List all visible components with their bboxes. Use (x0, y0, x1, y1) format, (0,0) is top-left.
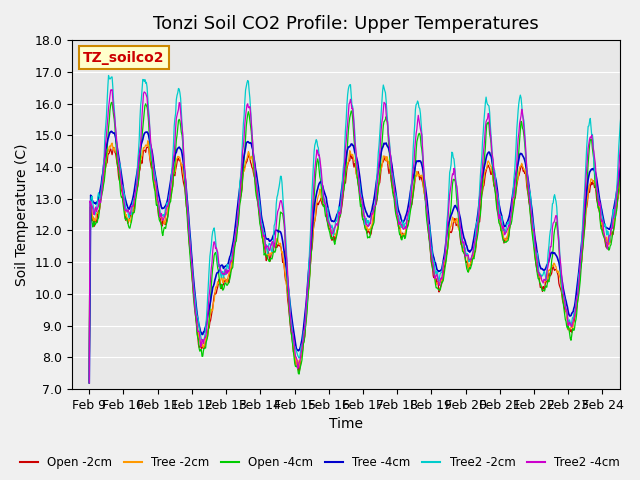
Tree -2cm (633, 223, 640, 229)
Tree2 -4cm (633, 216, 640, 222)
Tree -4cm (150, 165, 158, 171)
Line: Open -4cm: Open -4cm (89, 102, 637, 383)
Tree -2cm (85, 380, 93, 385)
Tree -2cm (451, 220, 458, 226)
Tree2 -2cm (105, 72, 113, 78)
Tree2 -4cm (278, 201, 286, 206)
Tree -2cm (150, 180, 158, 186)
Tree -4cm (420, 175, 428, 180)
Open -2cm (633, 230, 640, 236)
Tree2 -2cm (85, 380, 93, 385)
Tree2 -2cm (299, 339, 307, 345)
Legend: Open -2cm, Tree -2cm, Open -4cm, Tree -4cm, Tree2 -2cm, Tree2 -4cm: Open -2cm, Tree -2cm, Open -4cm, Tree -4… (15, 452, 625, 474)
Tree -4cm (278, 234, 286, 240)
Open -4cm (278, 210, 286, 216)
Tree2 -2cm (278, 180, 286, 185)
Tree2 -2cm (420, 169, 428, 175)
Open -4cm (150, 185, 158, 191)
Tree -4cm (451, 203, 458, 209)
Open -4cm (299, 350, 307, 356)
Open -2cm (85, 380, 93, 385)
Open -4cm (108, 99, 116, 105)
Y-axis label: Soil Temperature (C): Soil Temperature (C) (15, 144, 29, 286)
Line: Tree2 -4cm: Tree2 -4cm (89, 90, 637, 383)
Tree2 -2cm (251, 168, 259, 173)
Tree2 -2cm (633, 216, 640, 222)
Tree -4cm (299, 332, 307, 338)
Tree -2cm (144, 138, 152, 144)
Tree2 -4cm (451, 167, 458, 173)
Line: Tree2 -2cm: Tree2 -2cm (89, 75, 637, 383)
Tree -4cm (85, 380, 93, 385)
Open -4cm (85, 380, 93, 385)
Tree -4cm (251, 161, 259, 167)
Tree2 -4cm (251, 164, 259, 170)
Tree2 -4cm (150, 176, 158, 182)
Open -2cm (145, 144, 152, 150)
Tree2 -4cm (108, 87, 116, 93)
Tree -2cm (299, 345, 307, 350)
Line: Tree -4cm: Tree -4cm (89, 132, 637, 383)
Open -2cm (251, 176, 259, 181)
Open -4cm (451, 177, 458, 182)
X-axis label: Time: Time (329, 418, 363, 432)
Tree -2cm (251, 177, 259, 182)
Open -2cm (451, 216, 458, 221)
Open -2cm (150, 180, 158, 186)
Tree -4cm (108, 129, 115, 134)
Tree -2cm (420, 190, 428, 195)
Text: TZ_soilco2: TZ_soilco2 (83, 50, 164, 65)
Tree2 -4cm (299, 339, 307, 345)
Tree2 -4cm (420, 171, 428, 177)
Open -2cm (299, 347, 307, 353)
Tree2 -4cm (85, 380, 93, 385)
Line: Tree -2cm: Tree -2cm (89, 141, 637, 383)
Open -4cm (633, 230, 640, 236)
Title: Tonzi Soil CO2 Profile: Upper Temperatures: Tonzi Soil CO2 Profile: Upper Temperatur… (153, 15, 539, 33)
Tree -2cm (278, 250, 286, 256)
Open -2cm (420, 187, 428, 193)
Tree -4cm (633, 309, 640, 315)
Line: Open -2cm: Open -2cm (89, 147, 637, 383)
Open -4cm (251, 180, 259, 185)
Tree2 -2cm (451, 163, 458, 168)
Open -2cm (278, 253, 286, 259)
Tree2 -2cm (150, 169, 158, 175)
Open -4cm (420, 182, 428, 188)
